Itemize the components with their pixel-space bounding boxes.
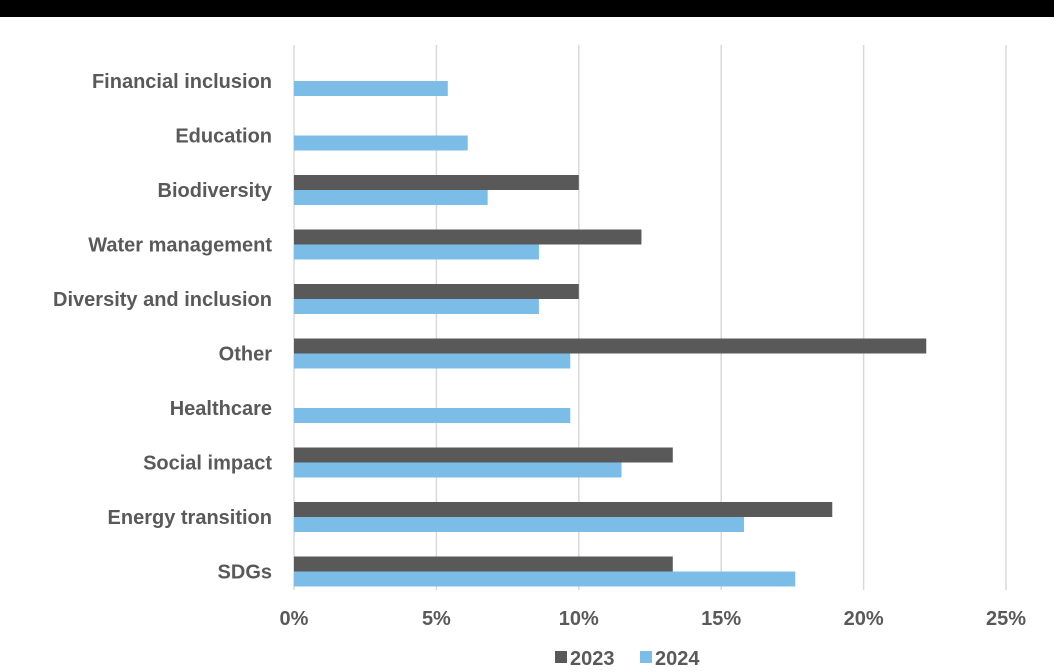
category-label: Social impact: [143, 453, 272, 475]
legend-label-2024: 2024: [655, 648, 700, 670]
bar-2024: [294, 353, 571, 369]
category-label: SDGs: [218, 562, 272, 584]
bar-2024: [294, 244, 539, 260]
x-tick-label: 0%: [280, 608, 309, 630]
legend-swatch-2024: [640, 651, 652, 663]
bar-2024: [294, 571, 796, 587]
top-band: [0, 0, 1054, 17]
bar-2024: [294, 81, 448, 96]
bar-2024: [294, 462, 622, 478]
category-label: Financial inclusion: [92, 71, 272, 93]
x-tick-label: 15%: [701, 608, 741, 630]
legend: 2023 2024: [555, 648, 700, 670]
category-labels: Financial inclusion Education Biodiversity…: [53, 71, 273, 584]
category-label: Education: [175, 126, 272, 148]
legend-swatch-2023: [555, 651, 567, 663]
x-tick-label: 5%: [422, 608, 451, 630]
bar-2023: [294, 338, 927, 354]
bar-2023: [294, 447, 673, 463]
x-tick-label: 20%: [844, 608, 884, 630]
category-label: Biodiversity: [158, 180, 273, 202]
bar-2024: [294, 408, 571, 423]
category-label: Healthcare: [170, 398, 272, 420]
bar-2023: [294, 175, 579, 190]
bar-2023: [294, 556, 673, 572]
bar-2023: [294, 502, 833, 517]
category-label: Water management: [88, 235, 272, 257]
bar-2023: [294, 284, 579, 299]
category-label: Diversity and inclusion: [53, 289, 272, 311]
x-tick-label: 10%: [559, 608, 599, 630]
bar-2024: [294, 299, 539, 314]
bar-2024: [294, 190, 488, 205]
bars: [294, 81, 927, 587]
x-tick-label: 25%: [986, 608, 1026, 630]
bar-2023: [294, 229, 642, 245]
bar-2024: [294, 135, 468, 151]
category-label: Other: [219, 344, 273, 366]
legend-label-2023: 2023: [570, 648, 615, 670]
bar-2024: [294, 517, 744, 532]
category-label: Energy transition: [108, 507, 272, 529]
x-tick-labels: 0% 5% 10% 15% 20% 25%: [280, 608, 1027, 630]
